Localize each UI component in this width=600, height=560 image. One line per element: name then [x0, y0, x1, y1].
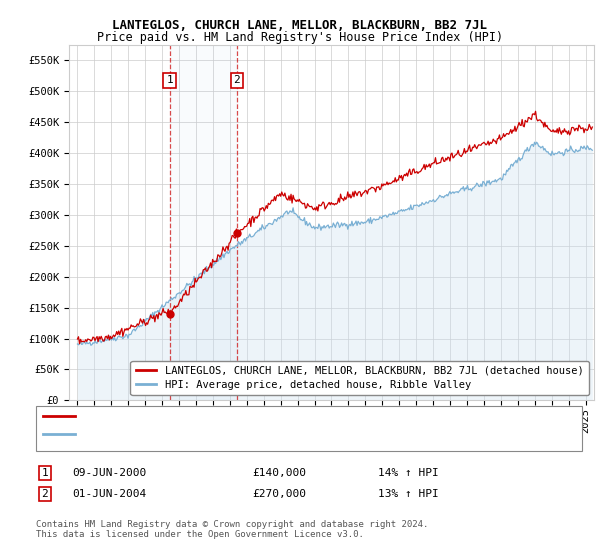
Text: Price paid vs. HM Land Registry's House Price Index (HPI): Price paid vs. HM Land Registry's House … — [97, 31, 503, 44]
Text: 01-JUN-2004: 01-JUN-2004 — [72, 489, 146, 499]
Text: HPI: Average price, detached house, Ribble Valley: HPI: Average price, detached house, Ribb… — [81, 429, 387, 439]
Text: 1: 1 — [166, 76, 173, 85]
Text: 2: 2 — [41, 489, 49, 499]
Text: £140,000: £140,000 — [252, 468, 306, 478]
Bar — [170, 45, 237, 400]
Text: 2: 2 — [233, 76, 241, 85]
Text: Contains HM Land Registry data © Crown copyright and database right 2024.
This d: Contains HM Land Registry data © Crown c… — [36, 520, 428, 539]
Text: 1: 1 — [41, 468, 49, 478]
Text: 13% ↑ HPI: 13% ↑ HPI — [378, 489, 439, 499]
Text: LANTEGLOS, CHURCH LANE, MELLOR, BLACKBURN, BB2 7JL: LANTEGLOS, CHURCH LANE, MELLOR, BLACKBUR… — [113, 19, 487, 32]
Text: 09-JUN-2000: 09-JUN-2000 — [72, 468, 146, 478]
Text: 14% ↑ HPI: 14% ↑ HPI — [378, 468, 439, 478]
Text: LANTEGLOS, CHURCH LANE, MELLOR, BLACKBURN, BB2 7JL (detached house): LANTEGLOS, CHURCH LANE, MELLOR, BLACKBUR… — [81, 411, 500, 421]
Text: £270,000: £270,000 — [252, 489, 306, 499]
Legend: LANTEGLOS, CHURCH LANE, MELLOR, BLACKBURN, BB2 7JL (detached house), HPI: Averag: LANTEGLOS, CHURCH LANE, MELLOR, BLACKBUR… — [130, 361, 589, 395]
